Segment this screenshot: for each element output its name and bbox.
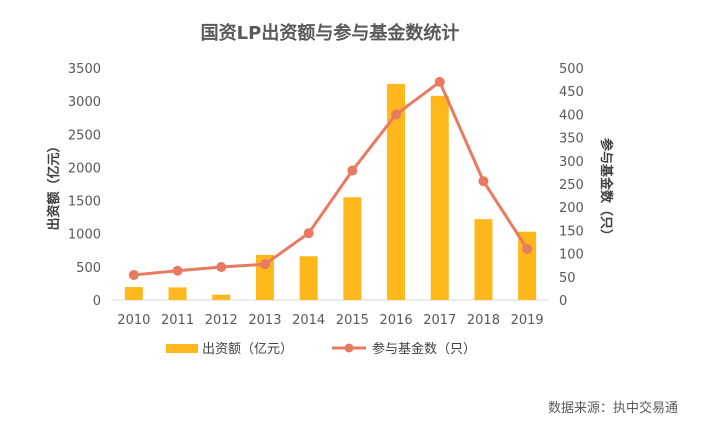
y-right-tick-label: 200: [559, 201, 584, 216]
legend-line-label: 参与基金数（只）: [372, 341, 476, 357]
bar: [518, 231, 537, 300]
y-left-tick-label: 1500: [68, 195, 101, 210]
y-right-tick-label: 150: [559, 224, 584, 239]
x-tick-label: 2010: [117, 313, 150, 328]
y-left-tick-label: 1000: [68, 228, 101, 243]
y-left-axis-title: 出资额（亿元）: [46, 139, 62, 230]
bar: [299, 256, 318, 300]
line-point: [216, 262, 227, 273]
y-left-tick-label: 3500: [68, 62, 101, 77]
x-tick-label: 2012: [205, 313, 238, 328]
y-right-tick-label: 250: [559, 178, 584, 193]
bar: [387, 83, 406, 300]
bar: [474, 219, 493, 300]
legend-line-marker: [344, 343, 354, 353]
y-left-tick-label: 3000: [68, 95, 101, 110]
source-note: 数据来源：执中交易通: [548, 400, 678, 416]
line-point: [478, 176, 489, 187]
bar: [343, 197, 362, 300]
y-right-tick-label: 0: [559, 294, 567, 309]
y-left-tick-label: 500: [76, 261, 101, 276]
x-tick-label: 2013: [248, 313, 281, 328]
chart-title: 国资LP出资额与参与基金数统计: [201, 22, 460, 44]
line-point: [522, 243, 533, 254]
line-point: [434, 76, 445, 87]
y-right-tick-label: 50: [559, 271, 576, 286]
line-point: [347, 165, 358, 176]
y-right-tick-label: 500: [559, 62, 584, 77]
x-tick-label: 2017: [423, 313, 456, 328]
y-right-tick-label: 450: [559, 85, 584, 100]
line-point: [172, 265, 183, 276]
bar: [212, 294, 231, 300]
line-point: [303, 228, 314, 239]
y-right-tick-label: 300: [559, 155, 584, 170]
y-right-tick-label: 400: [559, 108, 584, 123]
bar: [430, 95, 449, 300]
y-right-axis-title: 参与基金数（只）: [598, 138, 614, 242]
y-left-tick-label: 2500: [68, 128, 101, 143]
x-tick-label: 2019: [511, 313, 544, 328]
y-right-tick-label: 350: [559, 132, 584, 147]
x-tick-label: 2014: [292, 313, 325, 328]
line-point: [391, 109, 402, 120]
x-tick-label: 2016: [380, 313, 413, 328]
line-series: [133, 80, 529, 277]
x-tick-label: 2011: [161, 313, 194, 328]
line-point: [128, 269, 139, 280]
legend-bar-swatch: [166, 344, 198, 353]
y-right-tick-label: 100: [559, 248, 584, 263]
bar: [124, 287, 143, 300]
y-left-tick-label: 0: [93, 294, 101, 309]
legend-bar-label: 出资额（亿元）: [202, 342, 293, 357]
line-point: [259, 259, 270, 270]
bar: [168, 287, 187, 300]
x-tick-label: 2015: [336, 313, 369, 328]
y-left-tick-label: 2000: [68, 161, 101, 176]
legend: 出资额（亿元） 参与基金数（只）: [166, 341, 476, 357]
plot-area: 0 500 1000 1500 2000 2500 3000 3500 0 50 100 150 200…: [68, 62, 584, 328]
x-tick-label: 2018: [467, 313, 500, 328]
